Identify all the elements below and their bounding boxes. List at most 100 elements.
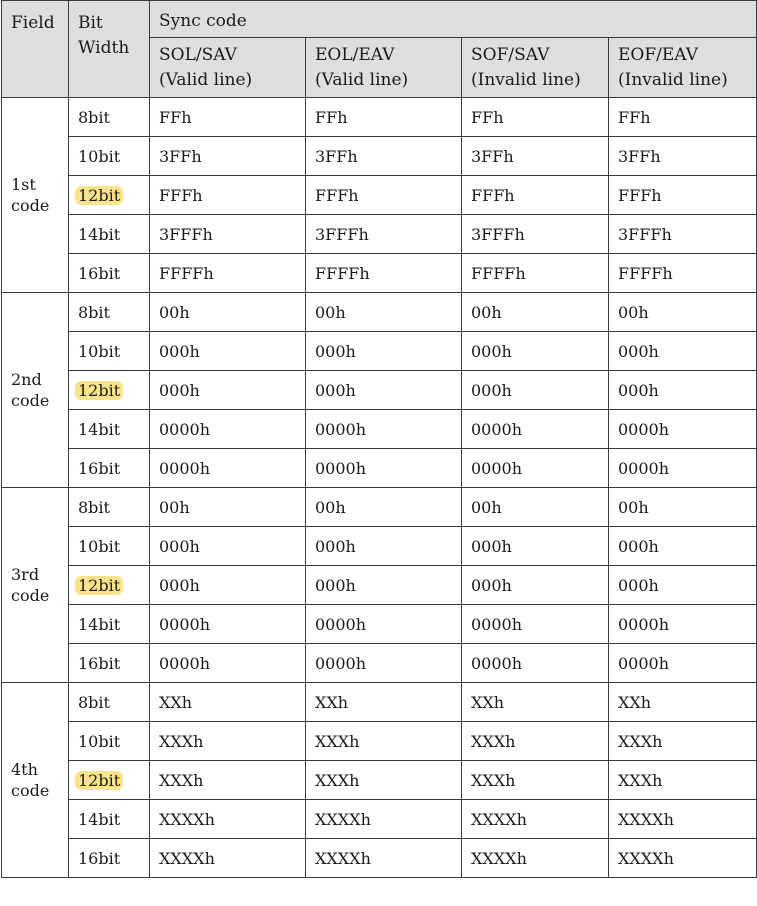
bit-width-header: Bit Width	[68, 0, 150, 98]
table-row: 3rd code 8bit 00h 00h 00h 00h	[1, 487, 757, 683]
sync-code-value-cell: 00h	[461, 487, 609, 527]
sync-code-value-cell: FFh	[607, 97, 757, 137]
field-label-line: code	[11, 586, 50, 605]
column-header-line: (Invalid line)	[618, 69, 728, 90]
sync-code-value-cell: 000h	[461, 565, 609, 605]
bit-width-cell: 16bit	[68, 253, 150, 293]
table-row: 14bit XXXXh XXXXh XXXXh XXXXh	[2, 799, 757, 839]
sync-code-value-cell: XXh	[305, 682, 462, 722]
bit-width-header-line2: Width	[78, 38, 130, 58]
bit-width-cell: 8bit	[68, 487, 150, 527]
sync-code-value-cell: XXXh	[149, 760, 306, 800]
table-body: 1st code 8bit FFh FFh FFh FFh 10bit 3FFh 3FFh 3FFh…	[1, 97, 757, 878]
bit-width-label: 16bit	[78, 848, 121, 868]
bit-width-label: 10bit	[78, 536, 121, 556]
bit-width-label: 10bit	[78, 146, 121, 166]
sync-code-value-cell: 000h	[149, 526, 306, 566]
sync-code-value-cell: FFFFh	[461, 253, 609, 293]
sync-code-value-cell: XXXXh	[305, 799, 462, 839]
sync-code-value-cell: XXXXh	[149, 838, 306, 878]
bit-width-cell: 8bit	[68, 292, 150, 332]
sync-code-value-cell: 0000h	[607, 409, 757, 449]
sync-code-value-cell: 0000h	[305, 448, 462, 488]
bit-width-label: 14bit	[78, 419, 121, 439]
table-row: 12bit 000h 000h 000h 000h	[2, 565, 757, 605]
sync-code-value-cell: 000h	[305, 331, 462, 371]
column-header-line: SOF/SAV	[471, 44, 550, 65]
table-row: 4th code 8bit XXh XXh XXh XXh	[1, 682, 757, 878]
sync-code-value-cell: 00h	[461, 292, 609, 332]
sync-code-value-cell: 000h	[607, 565, 757, 605]
sync-code-value-cell: 000h	[607, 331, 757, 371]
sync-code-value-cell: FFFh	[305, 175, 462, 215]
sync-code-value-cell: XXXXh	[607, 799, 757, 839]
table-row: 12bit XXXh XXXh XXXh XXXh	[2, 760, 757, 800]
sync-code-value-cell: XXXXh	[149, 799, 306, 839]
table-row: 2nd code 8bit 00h 00h 00h 00h	[1, 292, 757, 488]
field-cell: 4th code	[1, 682, 69, 878]
table-header: Field Bit Width Sync code SOL/SAV (Valid…	[1, 0, 757, 98]
sync-code-value-cell: 0000h	[149, 604, 306, 644]
highlighted-bit-width: 12bit	[75, 185, 124, 205]
table-row: 10bit XXXh XXXh XXXh XXXh	[2, 721, 757, 761]
bit-width-cell: 14bit	[68, 409, 150, 449]
sync-code-value-cell: 3FFFh	[461, 214, 609, 254]
bit-width-label: 8bit	[78, 302, 110, 322]
sync-code-value-cell: XXXXh	[305, 838, 462, 878]
bit-width-label: 14bit	[78, 809, 121, 829]
sync-code-value-cell: FFFh	[149, 175, 306, 215]
highlighted-bit-width: 12bit	[75, 380, 124, 400]
sync-code-value-cell: XXXXh	[461, 799, 609, 839]
sync-code-value-cell: FFFFh	[607, 253, 757, 293]
sync-code-value-cell: 3FFh	[149, 136, 306, 176]
bit-width-label: 10bit	[78, 731, 121, 751]
table-row: 14bit 3FFFh 3FFFh 3FFFh 3FFFh	[2, 214, 757, 254]
bit-width-cell: 10bit	[68, 526, 150, 566]
sync-code-value-cell: FFFh	[461, 175, 609, 215]
sync-code-value-cell: 3FFh	[305, 136, 462, 176]
sync-code-value-cell: 000h	[607, 370, 757, 410]
sync-code-value-cell: 00h	[149, 487, 306, 527]
table-row: 10bit 000h 000h 000h 000h	[2, 526, 757, 566]
table-row: 1st code 8bit FFh FFh FFh FFh	[1, 97, 757, 293]
table-row: 14bit 0000h 0000h 0000h 0000h	[2, 604, 757, 644]
sync-code-value-cell: FFFFh	[305, 253, 462, 293]
table-row: 16bit 0000h 0000h 0000h 0000h	[2, 448, 757, 488]
sync-code-value-cell: XXXh	[607, 760, 757, 800]
column-header-sof-sav: SOF/SAV (Invalid line)	[461, 37, 609, 98]
sync-code-value-cell: 0000h	[607, 643, 757, 683]
field-label-line: code	[11, 391, 50, 410]
field-label-line: 3rd	[11, 565, 40, 584]
field-label-line: 2nd	[11, 370, 42, 389]
sync-code-value-cell: FFFFh	[149, 253, 306, 293]
bit-width-cell: 10bit	[68, 721, 150, 761]
sync-code-value-cell: XXXh	[461, 760, 609, 800]
sync-code-value-cell: FFh	[305, 97, 462, 137]
sync-code-value-cell: 0000h	[607, 448, 757, 488]
bit-width-cell: 10bit	[68, 331, 150, 371]
sync-code-value-cell: 000h	[305, 565, 462, 605]
sync-code-value-cell: XXh	[461, 682, 609, 722]
sync-code-value-cell: 0000h	[149, 409, 306, 449]
bit-width-cell: 12bit	[68, 370, 150, 410]
sync-code-value-cell: XXXXh	[607, 838, 757, 878]
sync-code-header: Sync code	[148, 0, 757, 38]
sync-code-value-cell: XXXXh	[461, 838, 609, 878]
bit-width-label: 8bit	[78, 497, 110, 517]
field-label-line: code	[11, 781, 50, 800]
bit-width-cell: 8bit	[68, 97, 150, 137]
sync-code-value-cell: 000h	[461, 370, 609, 410]
bit-width-cell: 14bit	[68, 799, 150, 839]
sync-code-value-cell: XXXh	[607, 721, 757, 761]
sync-code-value-cell: 00h	[607, 487, 757, 527]
field-cell: 2nd code	[1, 292, 69, 488]
sync-code-value-cell: XXXh	[149, 721, 306, 761]
bit-width-label: 8bit	[78, 692, 110, 712]
sync-code-value-cell: 000h	[607, 526, 757, 566]
column-header-eof-eav: EOF/EAV (Invalid line)	[607, 37, 757, 98]
bit-width-label: 8bit	[78, 107, 110, 127]
sync-code-value-cell: 000h	[149, 370, 306, 410]
bit-width-cell: 14bit	[68, 214, 150, 254]
sync-code-value-cell: 0000h	[305, 643, 462, 683]
bit-width-label: 16bit	[78, 653, 121, 673]
